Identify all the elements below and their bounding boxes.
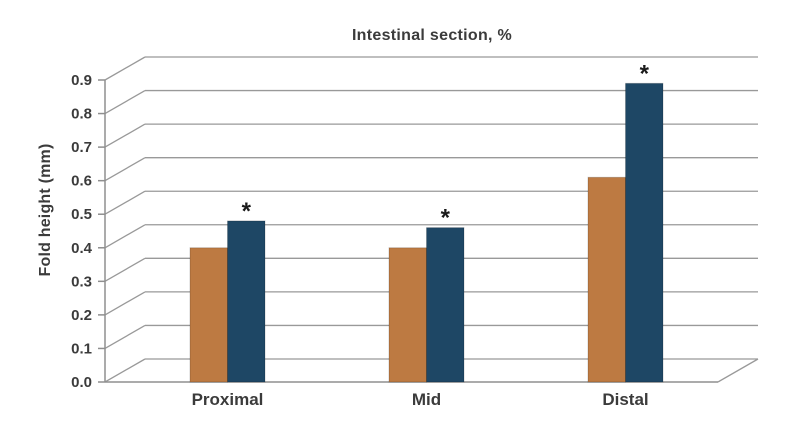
y-tick-label: 0.4 (71, 240, 93, 257)
bar-distal-series-1-orange (587, 176, 626, 383)
gridline-diagonal (104, 324, 146, 350)
y-tick-label: 0.6 (71, 173, 92, 190)
y-tick-label: 0.8 (71, 106, 92, 123)
y-tick-label: 0.9 (71, 72, 92, 89)
floor-right-diagonal (717, 358, 759, 383)
gridline-diagonal (104, 56, 146, 81)
y-tick-label: 0.7 (71, 139, 92, 156)
bar-distal-series-2-navy (625, 82, 664, 383)
significance-asterisks: * * * (242, 60, 650, 231)
gridline-diagonal (104, 358, 146, 383)
bar-mid-series-2-navy (426, 227, 465, 383)
chart-title: Intestinal section, % (352, 27, 512, 44)
y-tick-label: 0.3 (71, 273, 92, 290)
gridline-diagonal (104, 123, 146, 148)
bar-mid-series-1-orange (388, 247, 427, 383)
y-tick-label: 0.1 (71, 340, 92, 357)
gridline-diagonal (104, 157, 146, 182)
significance-asterisk: * (242, 198, 252, 225)
gridline-diagonal (104, 190, 146, 215)
gridline-diagonal (104, 224, 146, 249)
bars (189, 82, 664, 383)
y-tick-label: 0.5 (71, 206, 92, 223)
y-tick-label: 0.2 (71, 307, 92, 324)
significance-asterisk: * (640, 60, 650, 87)
category-label: Distal (602, 390, 648, 409)
x-category-labels: Proximal Mid Distal (192, 390, 649, 409)
bar-proximal-series-1-orange (189, 247, 228, 383)
category-label: Proximal (192, 390, 264, 409)
significance-asterisk: * (441, 205, 451, 232)
y-tick-label: 0.0 (71, 374, 92, 391)
y-tick-labels: 0.0 0.1 0.2 0.3 0.4 0.5 0.6 0.7 0.8 0.9 (71, 72, 93, 391)
gridline-diagonal (104, 291, 146, 316)
bar-proximal-series-2-navy (227, 220, 266, 383)
gridline-diagonal (104, 257, 146, 282)
gridline-diagonal (104, 89, 146, 115)
category-label: Mid (412, 390, 441, 409)
y-axis-label: Fold height (mm) (37, 144, 54, 277)
